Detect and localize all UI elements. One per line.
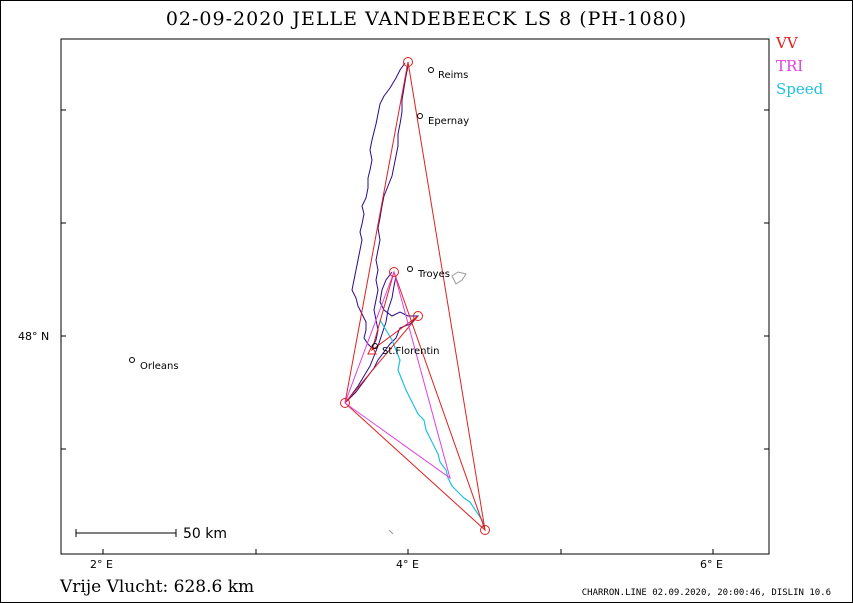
y-tick-marks [61, 109, 769, 450]
town-label-orleans: Orleans [140, 361, 179, 372]
scale-bar [75, 529, 177, 537]
x-tick-label-6e: 6° E [700, 558, 723, 571]
turnpoints [340, 57, 490, 535]
map-feature-mark [388, 529, 394, 535]
scale-bar-label: 50 km [183, 526, 227, 542]
x-tick-marks [102, 549, 714, 554]
software-credit: CHARRON.LINE 02.09.2020, 20:00:46, DISLI… [581, 588, 831, 598]
map-title: 02-09-2020 JELLE VANDEBEECK LS 8 (PH-108… [165, 8, 688, 30]
start-marker [367, 344, 377, 355]
flight-track [351, 62, 409, 349]
distance-label: Vrije Vlucht: 628.6 km [60, 577, 255, 597]
x-tick-label-2e: 2° E [90, 558, 113, 571]
vv-lines [344, 61, 486, 532]
legend-vv: VV [776, 34, 798, 52]
town-markers [129, 67, 434, 363]
town-label-reims: Reims [438, 70, 468, 81]
y-tick-label-48n: 48° N [18, 330, 49, 343]
town-label-troyes: Troyes [417, 269, 450, 280]
x-tick-label-4e: 4° E [396, 558, 419, 571]
legend-speed: Speed [776, 80, 824, 98]
speed-track [379, 319, 485, 529]
lake-outline [451, 271, 467, 285]
tri-lines [344, 271, 451, 480]
town-label-st-florentin: St.Florentin [382, 346, 440, 357]
town-label-epernay: Epernay [428, 116, 469, 127]
plot-frame [60, 38, 770, 555]
legend-tri: TRI [776, 57, 804, 75]
